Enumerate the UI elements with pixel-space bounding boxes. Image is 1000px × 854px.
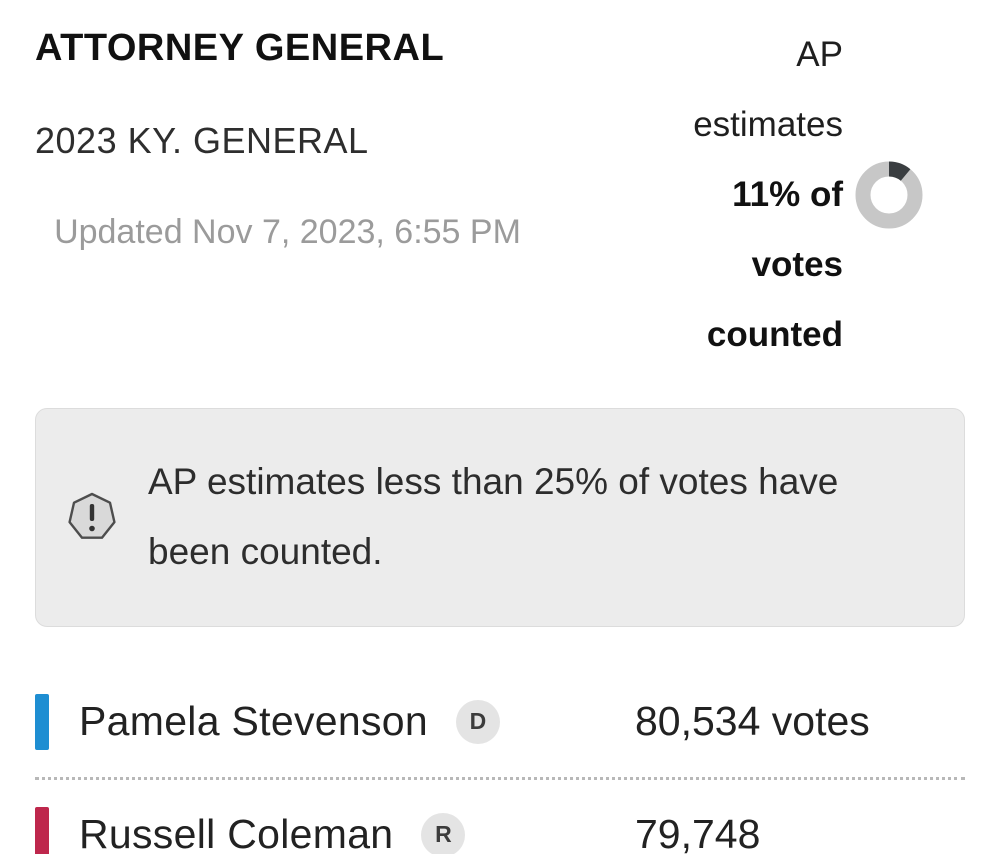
race-title: ATTORNEY GENERAL (35, 27, 445, 69)
updated-timestamp: Updated Nov 7, 2023, 6:55 PM (54, 212, 521, 251)
estimate-alert-box: AP estimates less than 25% of votes have… (35, 408, 965, 627)
party-badge: R (421, 812, 466, 854)
vote-count-estimate: AP estimates 11% of votes counted (665, 20, 965, 370)
estimate-note-text: AP estimates 11% of votes counted (665, 20, 843, 370)
donut-segment (855, 161, 923, 229)
party-badge: D (455, 699, 500, 744)
candidate-row: Pamela Stevenson D 80,534 votes (35, 667, 965, 777)
candidate-votes: 80,534 votes (635, 698, 870, 745)
candidate-name: Pamela Stevenson (79, 698, 428, 745)
alert-text: AP estimates less than 25% of votes have… (148, 461, 839, 573)
race-info: ATTORNEY GENERAL 2023 KY. GENERAL Update… (35, 18, 595, 263)
alert-icon (68, 493, 116, 540)
estimate-note-prefix: AP estimates (693, 35, 843, 144)
party-color-bar (35, 806, 49, 854)
candidate-list: Pamela Stevenson D 80,534 votes Russell … (35, 667, 965, 854)
row-divider (35, 776, 965, 780)
party-color-bar (35, 693, 49, 750)
header: ATTORNEY GENERAL 2023 KY. GENERAL Update… (35, 18, 965, 370)
race-subtitle: 2023 KY. GENERAL (35, 119, 369, 161)
candidate-row: Russell Coleman R 79,748 (35, 780, 965, 854)
donut-track (855, 161, 923, 229)
vote-progress-donut-icon (855, 161, 923, 229)
candidate-votes: 79,748 (635, 811, 761, 854)
estimate-note-bold: 11% of votes counted (706, 175, 843, 354)
candidate-name: Russell Coleman (79, 811, 394, 854)
